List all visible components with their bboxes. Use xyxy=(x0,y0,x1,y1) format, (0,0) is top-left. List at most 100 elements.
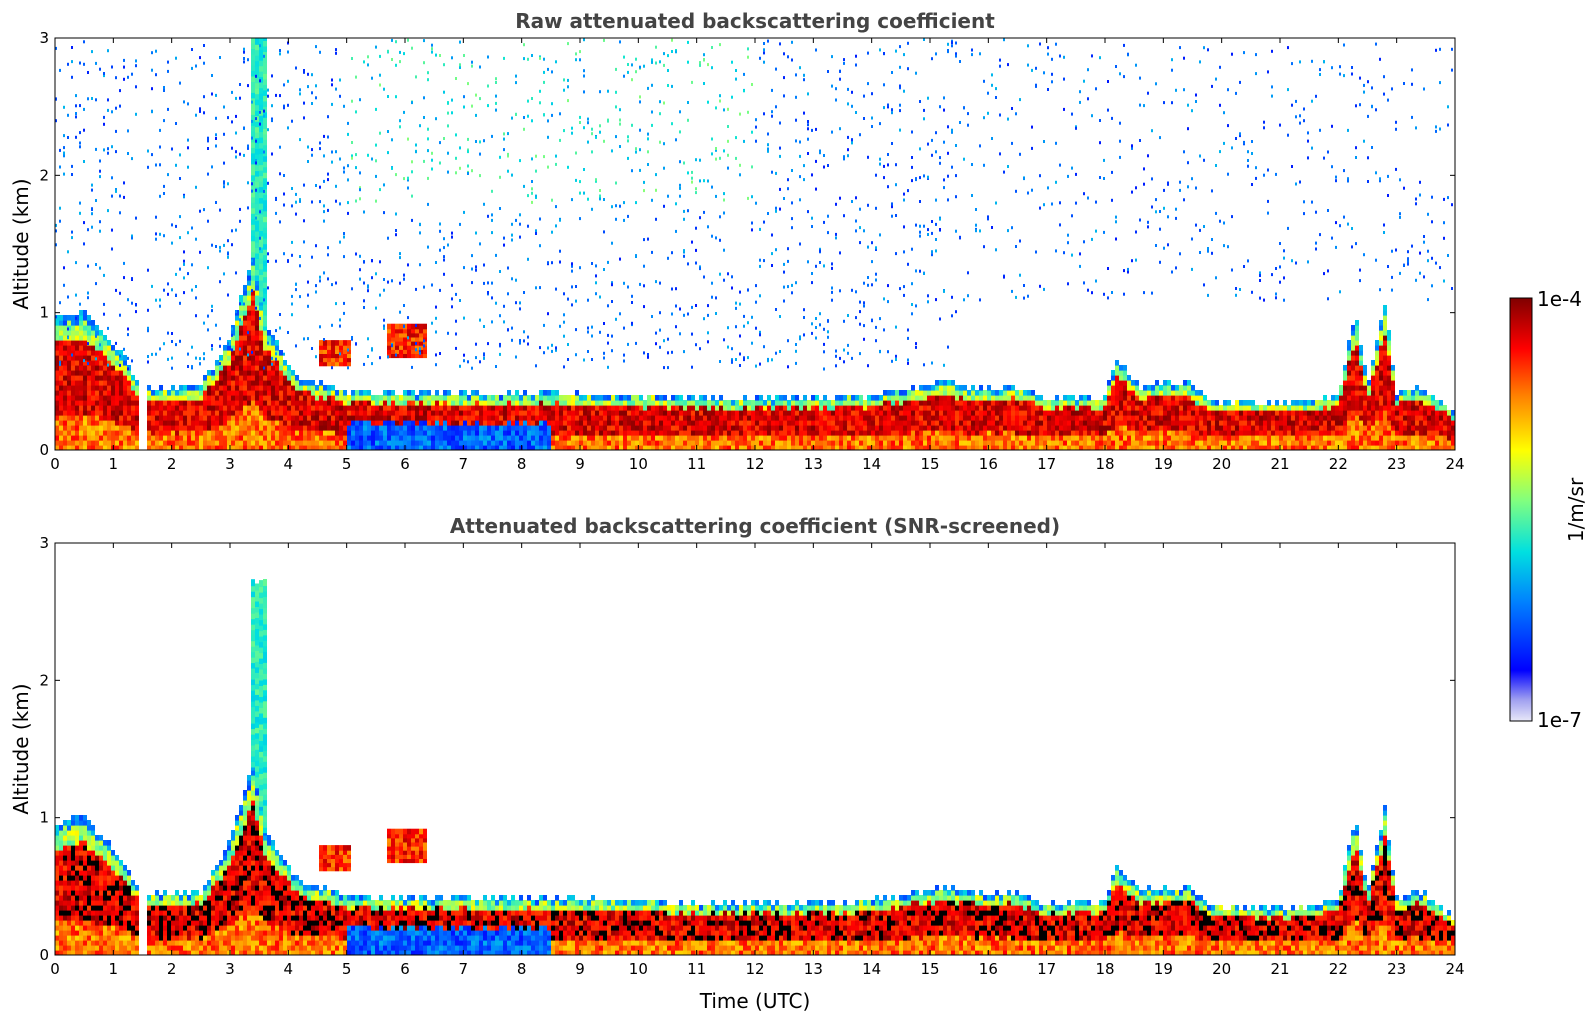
heatmap-cell xyxy=(251,360,255,366)
noise-pixel xyxy=(823,327,825,331)
heatmap-cell xyxy=(247,290,251,296)
heatmap-cell xyxy=(311,390,315,396)
heatmap-cell xyxy=(391,425,395,431)
noise-pixel xyxy=(223,132,225,136)
heatmap-cell xyxy=(755,400,759,406)
heatmap-cell xyxy=(211,375,215,381)
heatmap-cell xyxy=(343,390,347,396)
heatmap-cell xyxy=(231,380,235,386)
heatmap-cell xyxy=(527,415,531,421)
heatmap-cell xyxy=(519,445,523,450)
heatmap-cell xyxy=(619,410,623,416)
heatmap-cell xyxy=(387,390,391,396)
heatmap-cell xyxy=(259,147,263,155)
heatmap-cell xyxy=(211,445,215,450)
noise-pixel xyxy=(683,217,685,221)
noise-pixel xyxy=(879,350,881,354)
heatmap-cell xyxy=(659,395,663,401)
heatmap-cell xyxy=(91,375,95,381)
heatmap-cell xyxy=(495,415,499,421)
heatmap-cell xyxy=(263,325,267,331)
noise-pixel xyxy=(663,204,665,208)
noise-pixel xyxy=(463,266,465,270)
noise-pixel xyxy=(643,64,645,68)
heatmap-cell xyxy=(551,410,555,416)
noise-pixel xyxy=(783,197,785,200)
noise-pixel xyxy=(283,104,285,108)
heatmap-cell xyxy=(255,440,259,446)
heatmap-cell xyxy=(859,410,863,416)
noise-pixel xyxy=(831,290,833,294)
noise-pixel xyxy=(387,130,389,133)
heatmap-cell xyxy=(631,440,635,446)
noise-pixel xyxy=(859,226,861,230)
heatmap-cell xyxy=(263,154,267,162)
heatmap-cell xyxy=(543,430,547,436)
noise-pixel xyxy=(763,60,765,64)
noise-pixel xyxy=(211,344,213,348)
heatmap-cell xyxy=(475,405,479,411)
heatmap-cell xyxy=(151,425,155,431)
heatmap-cell xyxy=(379,410,383,416)
noise-pixel xyxy=(547,165,549,169)
heatmap-cell xyxy=(891,440,895,446)
noise-pixel xyxy=(147,326,149,330)
noise-pixel xyxy=(303,219,305,223)
noise-pixel xyxy=(395,173,397,177)
heatmap-cell xyxy=(587,410,591,416)
heatmap-cell xyxy=(299,385,303,391)
noise-pixel xyxy=(455,346,457,350)
heatmap-cell xyxy=(855,445,859,450)
heatmap-cell xyxy=(891,410,895,416)
noise-pixel xyxy=(123,181,125,185)
noise-pixel xyxy=(211,347,213,351)
heatmap-cell xyxy=(79,315,83,321)
heatmap-cell xyxy=(503,430,507,436)
heatmap-cell xyxy=(267,415,271,421)
noise-pixel xyxy=(675,202,677,206)
noise-pixel xyxy=(175,163,177,167)
heatmap-cell xyxy=(731,435,735,441)
heatmap-cell xyxy=(327,348,331,354)
noise-pixel xyxy=(243,153,245,157)
heatmap-cell xyxy=(263,264,267,272)
noise-pixel xyxy=(567,343,569,346)
noise-pixel xyxy=(399,256,401,260)
noise-pixel xyxy=(615,204,617,208)
heatmap-cell xyxy=(79,370,83,376)
heatmap-cell xyxy=(447,410,451,416)
heatmap-cell xyxy=(303,405,307,411)
heatmap-cell xyxy=(855,440,859,446)
heatmap-cell xyxy=(679,405,683,411)
heatmap-cell xyxy=(235,415,239,421)
heatmap-cell xyxy=(135,435,139,441)
heatmap-cell xyxy=(71,410,75,416)
heatmap-cell xyxy=(431,405,435,411)
heatmap-cell xyxy=(443,445,447,450)
noise-pixel xyxy=(511,238,513,242)
heatmap-cell xyxy=(375,405,379,411)
noise-pixel xyxy=(867,203,869,207)
heatmap-cell xyxy=(255,103,259,111)
noise-pixel xyxy=(731,359,733,363)
noise-pixel xyxy=(239,83,241,86)
noise-pixel xyxy=(475,268,477,272)
heatmap-cell xyxy=(651,405,655,411)
heatmap-cell xyxy=(351,435,355,441)
noise-pixel xyxy=(235,310,237,314)
heatmap-cell xyxy=(891,390,895,396)
heatmap-cell xyxy=(463,395,467,401)
heatmap-cell xyxy=(335,340,339,346)
heatmap-cell xyxy=(251,250,255,258)
heatmap-cell xyxy=(563,410,567,416)
heatmap-cell xyxy=(259,350,263,356)
heatmap-cell xyxy=(331,405,335,411)
heatmap-cell xyxy=(639,425,643,431)
heatmap-cell xyxy=(799,430,803,436)
heatmap-cell xyxy=(79,425,83,431)
heatmap-cell xyxy=(799,425,803,431)
heatmap-cell xyxy=(183,400,187,406)
noise-pixel xyxy=(631,321,633,325)
noise-pixel xyxy=(331,83,333,87)
noise-pixel xyxy=(83,359,85,363)
